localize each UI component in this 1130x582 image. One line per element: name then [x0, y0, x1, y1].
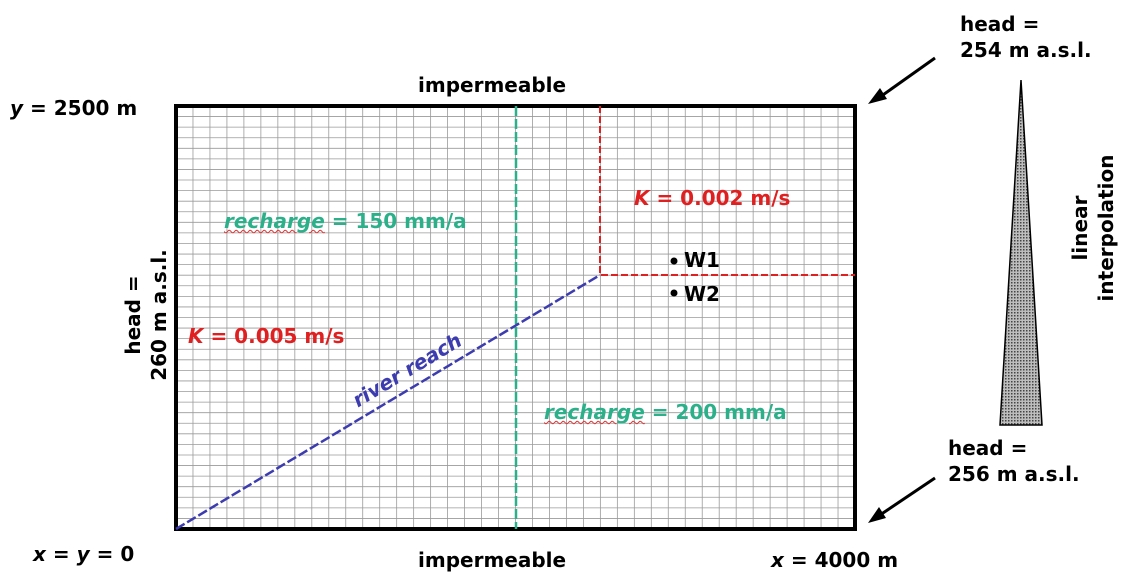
well-w1-marker [670, 257, 678, 265]
well-w2-label: W2 [684, 282, 720, 306]
top-boundary-label: impermeable [418, 73, 567, 97]
interpolation-wedge [999, 79, 1043, 426]
k-left-label: K = 0.005 m/s [188, 324, 345, 348]
k-right-label: K = 0.002 m/s [634, 186, 791, 210]
right-top-head-label: head = 254 m a.s.l. [960, 12, 1092, 62]
recharge-right-label: recharge = 200 mm/a [544, 400, 787, 424]
well-w2-marker [670, 289, 678, 297]
origin-label: x = y = 0 [33, 542, 135, 566]
well-w1-label: W1 [684, 248, 720, 272]
river-reach-line [175, 273, 601, 531]
interpolation-label: linear interpolation [1068, 154, 1118, 302]
right-bottom-head-label: head = 256 m a.s.l. [948, 436, 1080, 486]
x-max-label: x = 4000 m [771, 548, 899, 572]
bottom-boundary-label: impermeable [418, 548, 567, 572]
left-head-label: head = 260 m a.s.l. [121, 249, 171, 381]
arrow-top-right-icon [868, 56, 936, 104]
recharge-left-label: recharge = 150 mm/a [224, 209, 467, 233]
y-max-label: y = 2500 m [10, 96, 138, 120]
k-zone-boundary [599, 106, 855, 276]
arrow-bottom-right-icon [868, 476, 936, 523]
